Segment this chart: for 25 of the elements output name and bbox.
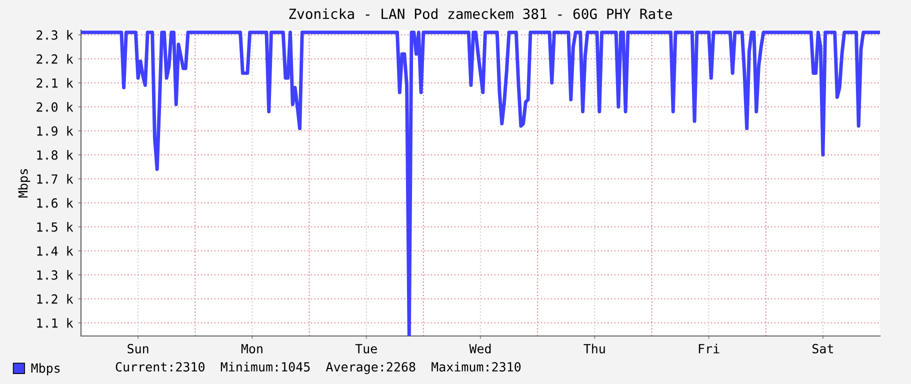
x-tick-label: Thu [584,344,605,354]
x-tick-label: Fri [698,344,720,354]
y-tick-label: 1.5 k [37,222,74,232]
y-tick-label: 1.1 k [37,318,74,328]
y-axis-title: Mbps [18,169,30,198]
x-tick-label: Tue [355,344,377,354]
legend-label: Mbps [31,363,60,376]
y-tick-label: 1.9 k [37,126,74,136]
y-tick-label: 1.8 k [37,150,74,160]
y-tick-label: 1.7 k [37,174,74,184]
chart-title: Zvonicka - LAN Pod zameckem 381 - 60G PHY Rate [289,8,672,20]
y-tick-label: 1.3 k [37,270,74,280]
y-tick-label: 1.4 k [37,246,74,256]
x-tick-label: Mon [241,344,262,354]
y-tick-label: 1.6 k [37,198,74,208]
x-tick-label: Sun [128,344,148,354]
x-tick-label: Wed [469,344,491,354]
line-series [81,30,880,336]
x-tick-label: Sat [812,344,833,354]
y-tick-label: 2.1 k [36,78,74,88]
y-tick-label: 2.3 k [36,30,74,40]
y-tick-label: 1.2 k [37,294,74,304]
y-tick-label: 2.2 k [36,54,74,64]
text: Current:2310 Minimum:1045 Average:2268 Maximum:2310 [116,362,521,374]
y-tick-label: 2.0 k [36,102,74,112]
